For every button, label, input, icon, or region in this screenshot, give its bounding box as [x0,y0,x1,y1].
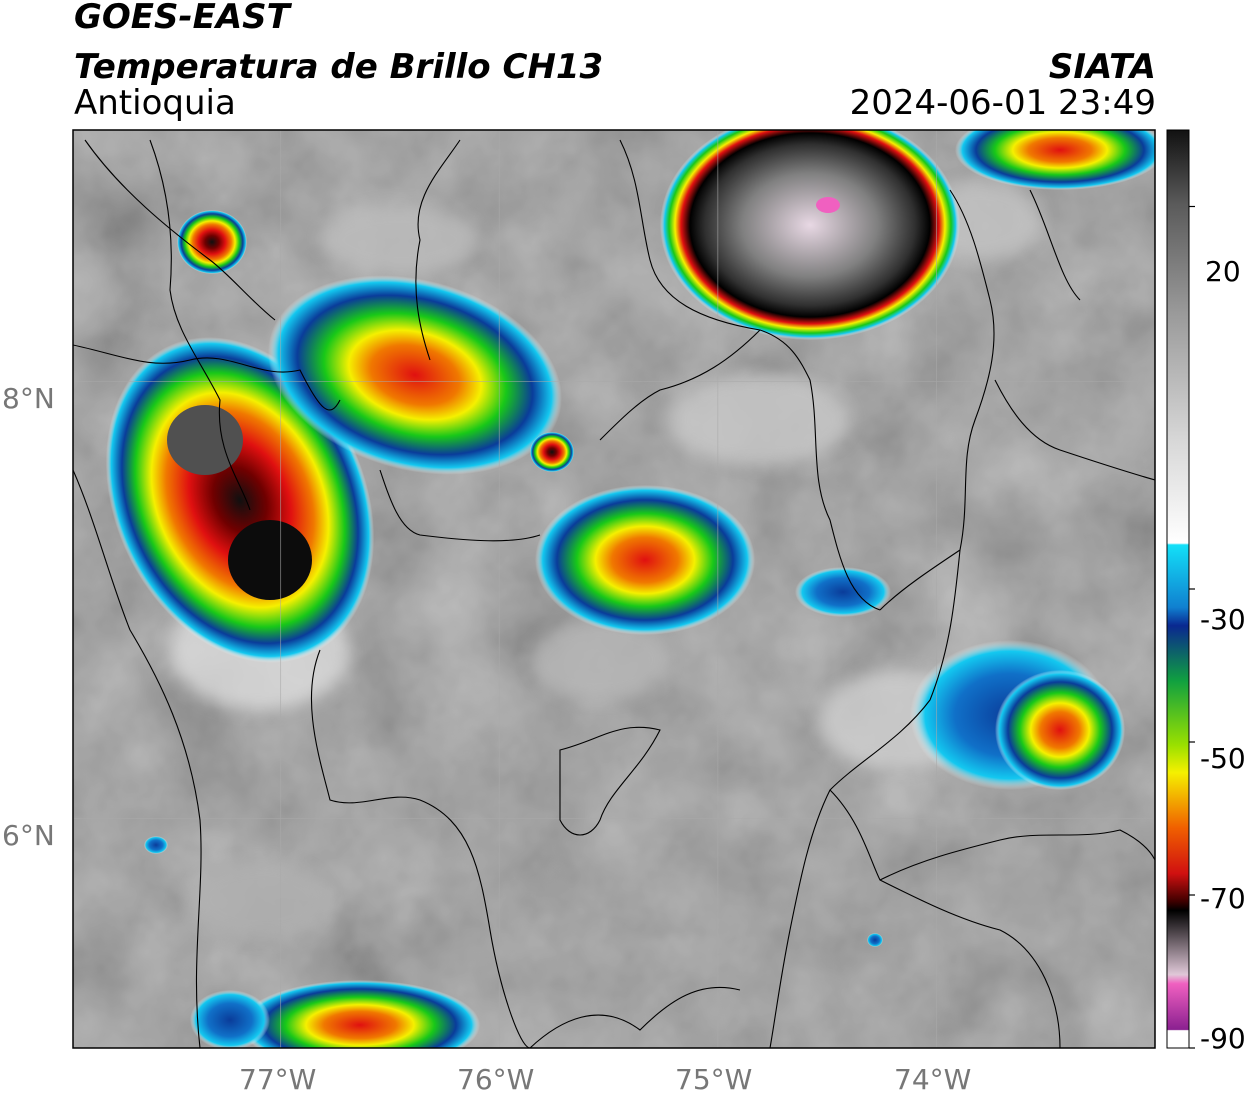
storm-cool-patch [795,567,891,617]
lon-tick-74w: 74°W [894,1063,972,1096]
org-label: SIATA [1048,47,1156,87]
admin-boundaries [73,139,1155,1048]
satellite-title: GOES-EAST [74,0,290,37]
product-title: Temperatura de Brillo CH13 [74,47,604,87]
lat-tick-6n: 6°N [2,819,55,852]
satellite-imagery [73,130,1155,1048]
region-label: Antioquia [74,83,236,123]
colorbar-tick-neg90: -90 [1200,1022,1246,1055]
storm-north-top [660,130,960,340]
lon-tick-77w: 77°W [239,1063,317,1096]
lat-tick-8n: 8°N [2,382,55,415]
storm-northeast [955,130,1155,190]
colorbar [1166,129,1190,1049]
map-frame [72,129,1156,1049]
colorbar-tick-neg70: -70 [1200,882,1246,915]
storm-northwest-cell [177,210,247,274]
map-gridlines [73,130,1155,1048]
colorbar-tick-neg50: -50 [1200,742,1246,775]
lon-tick-75w: 75°W [675,1063,753,1096]
colorbar-tick-20: 20 [1205,255,1241,288]
colorbar-tick-marks [1189,205,1195,1049]
storm-south [240,980,480,1048]
datetime-label: 2024-06-01 23:49 [849,83,1156,123]
storm-small-cell [530,432,574,472]
lon-tick-76w: 76°W [457,1063,535,1096]
storm-east [995,670,1125,790]
storm-central [535,485,755,635]
colorbar-tick-neg30: -30 [1200,603,1246,636]
storm-central-north [268,275,562,475]
